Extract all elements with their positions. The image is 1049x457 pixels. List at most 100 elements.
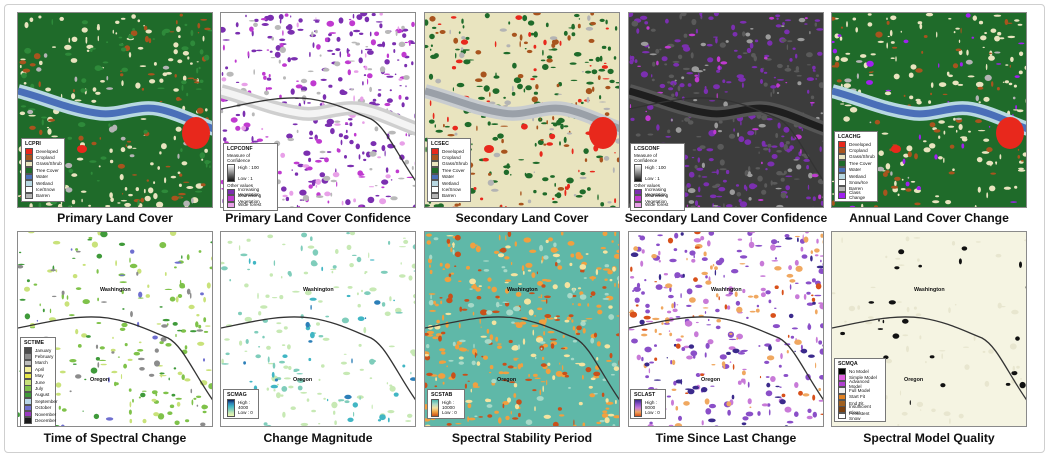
legend-swatch bbox=[24, 346, 32, 354]
map-patch bbox=[797, 237, 799, 243]
map-patch bbox=[618, 360, 619, 366]
map-patch bbox=[469, 172, 476, 175]
map-patch bbox=[784, 406, 792, 413]
map-patch bbox=[285, 196, 290, 202]
map-patch bbox=[732, 348, 740, 354]
map-patch bbox=[64, 44, 72, 50]
map-patch bbox=[329, 32, 337, 34]
map-patch bbox=[433, 300, 436, 305]
map-patch bbox=[411, 263, 415, 269]
legend-swatch bbox=[431, 173, 439, 181]
map-patch bbox=[578, 18, 581, 20]
map-patch bbox=[755, 167, 761, 170]
map-patch bbox=[786, 273, 794, 278]
map-patch bbox=[691, 18, 697, 26]
map-patch bbox=[46, 126, 50, 129]
map-patch bbox=[334, 420, 337, 425]
map-patch bbox=[709, 403, 716, 409]
map-patch bbox=[572, 424, 577, 426]
map-patch bbox=[343, 353, 347, 355]
map-patch bbox=[281, 386, 288, 392]
map-patch bbox=[478, 96, 485, 100]
map-patch bbox=[360, 96, 364, 102]
map-patch bbox=[18, 263, 25, 265]
map-patch bbox=[487, 277, 492, 282]
map-patch bbox=[27, 109, 34, 115]
map-patch bbox=[955, 129, 958, 133]
map-patch bbox=[767, 403, 771, 407]
map-patch bbox=[723, 101, 728, 108]
map-patch bbox=[552, 200, 558, 204]
map-patch bbox=[595, 269, 599, 276]
map-patch bbox=[349, 263, 354, 268]
map-patch bbox=[336, 36, 341, 42]
map-patch bbox=[82, 299, 90, 305]
map-patch bbox=[588, 38, 595, 43]
map-patch bbox=[803, 158, 811, 162]
map-patch bbox=[305, 321, 310, 328]
map-patch bbox=[519, 321, 527, 325]
map-patch bbox=[348, 49, 350, 52]
map-patch bbox=[179, 173, 183, 177]
map-patch bbox=[566, 316, 572, 321]
map-patch bbox=[75, 328, 79, 335]
map-patch bbox=[126, 140, 132, 143]
map-patch bbox=[335, 249, 339, 254]
map-patch bbox=[287, 57, 291, 63]
map-patch bbox=[120, 136, 126, 141]
map-patch bbox=[172, 322, 178, 326]
map-patch bbox=[174, 266, 177, 269]
map-patch bbox=[754, 129, 757, 135]
map-patch bbox=[450, 247, 453, 253]
map-patch bbox=[242, 110, 246, 118]
map-patch bbox=[1014, 75, 1020, 78]
map-patch bbox=[405, 133, 408, 137]
state-label-oregon: Oregon bbox=[293, 377, 313, 383]
map-patch bbox=[579, 264, 587, 270]
map-patch bbox=[545, 368, 551, 375]
map-patch bbox=[510, 261, 513, 266]
map-patch bbox=[363, 74, 367, 77]
map-patch bbox=[279, 94, 282, 99]
map-patch bbox=[412, 204, 415, 207]
map-patch bbox=[814, 19, 821, 22]
map-patch bbox=[658, 333, 662, 336]
map-patch bbox=[143, 24, 145, 27]
map-patch bbox=[108, 126, 116, 133]
legend-label: Water bbox=[442, 174, 455, 180]
map-patch bbox=[782, 22, 785, 26]
map-patch bbox=[184, 378, 191, 382]
map-patch bbox=[784, 19, 792, 22]
map-patch bbox=[111, 370, 118, 374]
map-patch bbox=[661, 56, 668, 62]
map-patch bbox=[261, 127, 264, 131]
legend-item: Start Fit bbox=[838, 393, 882, 401]
map-patch bbox=[802, 393, 810, 397]
map-patch bbox=[695, 284, 703, 288]
map-patch bbox=[1005, 382, 1011, 386]
map-patch bbox=[665, 135, 671, 138]
map-patch bbox=[885, 170, 890, 174]
map-patch bbox=[652, 317, 660, 321]
map-patch bbox=[596, 421, 602, 425]
map-patch bbox=[901, 178, 904, 181]
map-patch bbox=[563, 30, 568, 36]
map-patch bbox=[266, 424, 272, 426]
map-patch bbox=[414, 113, 415, 119]
urban-area bbox=[589, 117, 617, 149]
map-patch bbox=[700, 17, 703, 19]
map-patch bbox=[175, 20, 178, 25]
map-patch bbox=[246, 238, 251, 242]
map-patch bbox=[196, 67, 199, 74]
map-patch bbox=[819, 375, 823, 380]
map-patch bbox=[510, 173, 512, 176]
map-patch bbox=[546, 298, 548, 304]
map-patch bbox=[674, 423, 683, 426]
map-patch bbox=[725, 169, 730, 175]
map-patch bbox=[673, 301, 676, 308]
map-patch bbox=[438, 373, 446, 379]
legend-item: End Fit bbox=[838, 399, 882, 407]
map-patch bbox=[39, 303, 41, 307]
map-patch bbox=[152, 335, 158, 340]
map-patch bbox=[106, 87, 113, 90]
